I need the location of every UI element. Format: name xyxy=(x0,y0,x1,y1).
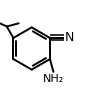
Text: N: N xyxy=(65,31,74,44)
Text: NH₂: NH₂ xyxy=(43,74,64,84)
